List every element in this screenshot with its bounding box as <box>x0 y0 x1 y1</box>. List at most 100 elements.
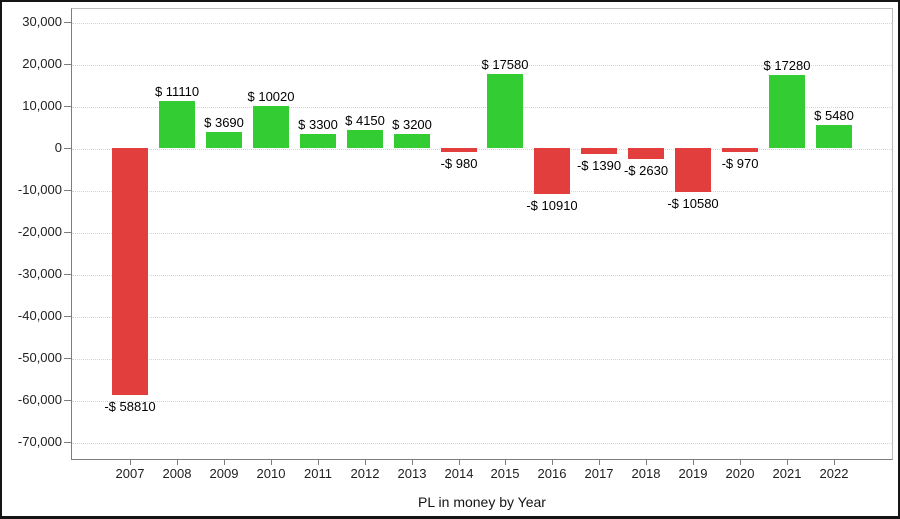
bar-2007 <box>112 148 148 395</box>
gridline <box>72 149 892 150</box>
y-axis-tick <box>64 274 71 275</box>
y-axis-tick <box>64 232 71 233</box>
x-axis-label: 2019 <box>678 466 708 481</box>
bar-label-2008: $ 11110 <box>154 84 200 99</box>
chart-title: PL in money by Year <box>418 494 546 510</box>
x-axis-tick <box>224 460 225 465</box>
y-axis-tick <box>64 148 71 149</box>
x-axis-label: 2018 <box>631 466 661 481</box>
bar-label-2009: $ 3690 <box>204 115 244 130</box>
x-axis-tick <box>271 460 272 465</box>
y-axis-tick <box>64 358 71 359</box>
x-axis-label: 2012 <box>350 466 380 481</box>
bar-2014 <box>441 148 477 152</box>
gridline <box>72 275 892 276</box>
plot-area <box>71 8 893 460</box>
x-axis-tick <box>693 460 694 465</box>
x-axis-tick <box>646 460 647 465</box>
gridline <box>72 443 892 444</box>
x-axis-label: 2010 <box>256 466 286 481</box>
y-axis-tick <box>64 316 71 317</box>
x-axis-label: 2007 <box>115 466 145 481</box>
y-axis-label: -20,000 <box>17 224 62 239</box>
bar-label-2021: $ 17280 <box>763 58 811 73</box>
y-axis-tick <box>64 400 71 401</box>
bar-label-2011: $ 3300 <box>298 117 338 132</box>
y-axis-label: -10,000 <box>17 182 62 197</box>
bar-label-2018: -$ 2630 <box>623 163 669 178</box>
bar-2022 <box>816 125 852 148</box>
x-axis-label: 2011 <box>304 466 332 481</box>
gridline <box>72 317 892 318</box>
x-axis-label: 2008 <box>162 466 192 481</box>
x-axis-label: 2016 <box>537 466 567 481</box>
x-axis-tick <box>130 460 131 465</box>
bar-label-2012: $ 4150 <box>345 113 385 128</box>
y-axis-label: -70,000 <box>17 434 62 449</box>
x-axis-label: 2017 <box>584 466 614 481</box>
bar-label-2013: $ 3200 <box>392 117 432 132</box>
bar-label-2020: -$ 970 <box>721 156 759 171</box>
gridline <box>72 401 892 402</box>
bar-label-2017: -$ 1390 <box>576 158 622 173</box>
bar-label-2014: -$ 980 <box>440 156 478 171</box>
x-axis-label: 2015 <box>490 466 520 481</box>
y-axis-label: 20,000 <box>22 56 62 71</box>
x-axis-tick <box>740 460 741 465</box>
gridline <box>72 359 892 360</box>
y-axis-label: 0 <box>54 140 62 155</box>
bar-2021 <box>769 75 805 148</box>
bar-2018 <box>628 148 664 159</box>
x-axis-tick <box>412 460 413 465</box>
bar-2010 <box>253 106 289 148</box>
x-axis-tick <box>552 460 553 465</box>
x-axis-label: 2021 <box>772 466 802 481</box>
gridline <box>72 233 892 234</box>
x-axis-tick <box>787 460 788 465</box>
y-axis-tick <box>64 106 71 107</box>
x-axis-tick <box>318 460 319 465</box>
x-axis-tick <box>365 460 366 465</box>
x-axis-label: 2009 <box>209 466 239 481</box>
bar-label-2007: -$ 58810 <box>104 399 156 414</box>
gridline <box>72 107 892 108</box>
bar-label-2022: $ 5480 <box>814 108 854 123</box>
bar-label-2016: -$ 10910 <box>526 198 578 213</box>
bar-2013 <box>394 134 430 148</box>
bar-2016 <box>534 148 570 194</box>
x-axis-tick <box>505 460 506 465</box>
bar-2017 <box>581 148 617 154</box>
y-axis-label: -50,000 <box>17 350 62 365</box>
y-axis-label: 10,000 <box>22 98 62 113</box>
gridline <box>72 65 892 66</box>
bar-2009 <box>206 132 242 148</box>
bar-label-2010: $ 10020 <box>247 89 295 104</box>
x-axis-label: 2013 <box>397 466 427 481</box>
x-axis-tick <box>834 460 835 465</box>
y-axis-tick <box>64 190 71 191</box>
y-axis-label: -30,000 <box>17 266 62 281</box>
bar-2011 <box>300 134 336 148</box>
bar-2019 <box>675 148 711 192</box>
bar-2015 <box>487 74 523 148</box>
bar-2012 <box>347 130 383 148</box>
y-axis-label: -40,000 <box>17 308 62 323</box>
bar-label-2015: $ 17580 <box>481 57 529 72</box>
y-axis-tick <box>64 64 71 65</box>
bar-2020 <box>722 148 758 152</box>
x-axis-tick <box>599 460 600 465</box>
bar-2008 <box>159 101 195 148</box>
x-axis-label: 2014 <box>444 466 474 481</box>
y-axis-label: 30,000 <box>22 14 62 29</box>
y-axis-tick <box>64 22 71 23</box>
y-axis-tick <box>64 442 71 443</box>
gridline <box>72 23 892 24</box>
x-axis-tick <box>459 460 460 465</box>
bar-label-2019: -$ 10580 <box>667 196 719 211</box>
x-axis-tick <box>177 460 178 465</box>
x-axis-label: 2022 <box>819 466 849 481</box>
x-axis-label: 2020 <box>725 466 755 481</box>
y-axis-label: -60,000 <box>17 392 62 407</box>
gridline <box>72 191 892 192</box>
